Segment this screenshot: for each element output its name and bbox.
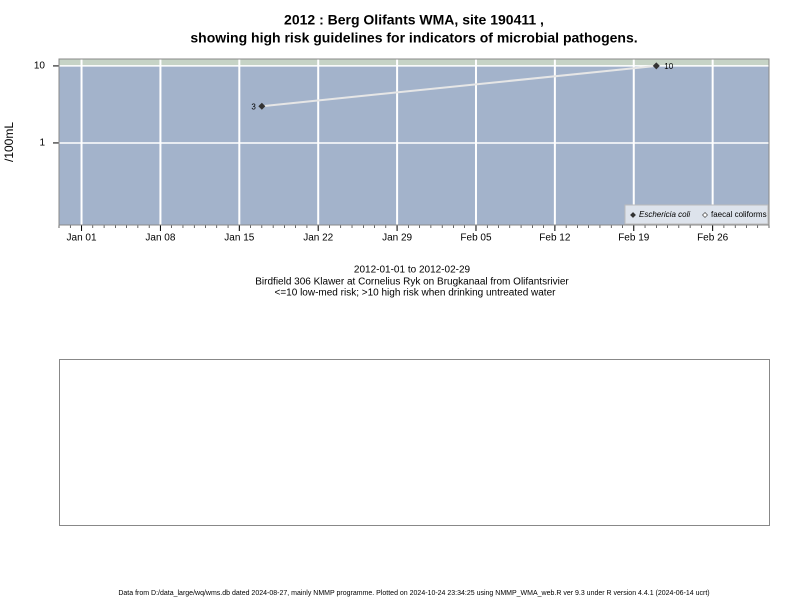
x-axis-label: <=10 low-med risk; >10 high risk when dr… (275, 288, 557, 299)
y-tick-label: 10 (34, 61, 46, 72)
data-label: 10 (664, 62, 673, 71)
legend-marker (702, 212, 708, 218)
high-risk-band (59, 59, 769, 66)
legend-box (624, 204, 769, 225)
x-tick-label: Feb 26 (697, 233, 729, 244)
y-tick-label: 1 (39, 138, 45, 149)
plot-background (59, 59, 769, 225)
legend-label: Eschericia coli (639, 210, 690, 219)
chart-title: 2012 : Berg Olifants WMA, site 190411 , (284, 12, 544, 28)
plot-border (58, 58, 770, 226)
legend-marker (630, 212, 636, 218)
y-axis-label: /100mL (2, 122, 16, 162)
series-line (261, 64, 657, 108)
footer: Data from D:/data_large/wq/wms.db dated … (118, 590, 709, 597)
x-tick-label: Jan 01 (67, 233, 97, 244)
x-tick-label: Feb 05 (460, 233, 492, 244)
x-axis-label: Birdfield 306 Klawer at Cornelius Ryk on… (255, 277, 569, 288)
x-axis-label: 2012-01-01 to 2012-02-29 (354, 265, 471, 276)
x-tick-label: Jan 08 (145, 233, 175, 244)
x-tick-label: Jan 22 (303, 233, 333, 244)
x-tick-label: Jan 15 (224, 233, 254, 244)
x-tick-label: Feb 19 (618, 233, 650, 244)
chart-subtitle: showing high risk guidelines for indicat… (190, 30, 637, 46)
data-point (258, 102, 266, 110)
legend-label: faecal coliforms (711, 210, 767, 219)
x-tick-label: Jan 29 (382, 233, 412, 244)
empty-panel (59, 359, 770, 526)
x-tick-label: Feb 12 (539, 233, 571, 244)
data-point (652, 62, 660, 70)
data-label: 3 (251, 102, 256, 111)
